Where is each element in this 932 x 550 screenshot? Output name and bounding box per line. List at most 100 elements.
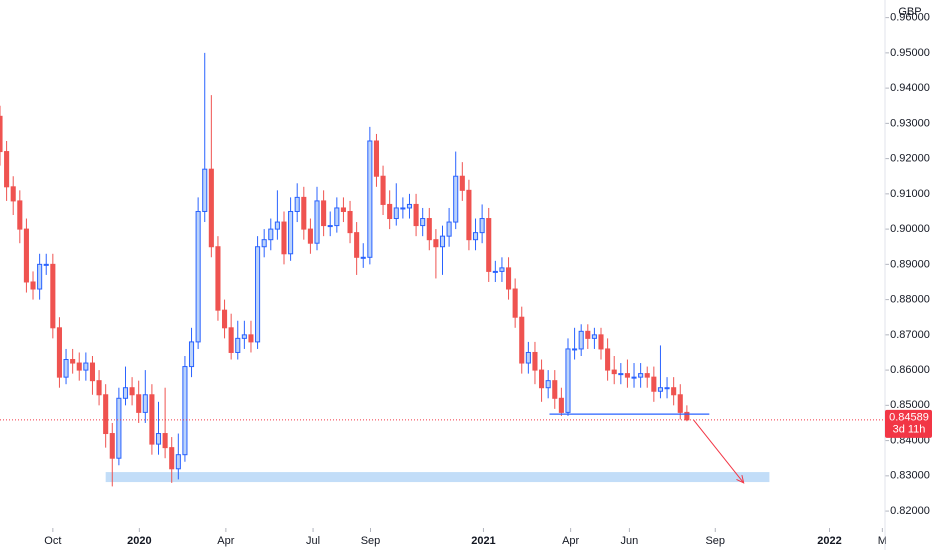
x-tick-label: Jun — [621, 535, 639, 547]
candle-body — [63, 359, 69, 378]
candle-body — [288, 210, 294, 255]
candle-body — [605, 348, 611, 371]
candle-body — [638, 373, 644, 378]
candle-body — [321, 200, 327, 227]
candle-body — [347, 210, 353, 234]
candle-body — [505, 267, 512, 290]
candle-body — [684, 411, 690, 421]
currency-label: GBP — [898, 6, 921, 18]
candle-body — [228, 327, 234, 353]
x-tick-label: Sep — [361, 535, 381, 547]
candle-body — [255, 246, 261, 343]
candle-body — [624, 373, 630, 378]
candle-body — [241, 334, 247, 339]
candle-body — [657, 387, 663, 392]
y-tick-label: 0.88000 — [890, 294, 930, 306]
candle-body — [671, 387, 677, 396]
candle-body — [393, 207, 399, 220]
candle-body — [182, 366, 188, 456]
candle-body — [89, 362, 96, 382]
candle-body — [50, 263, 56, 329]
candle-body — [175, 454, 181, 470]
candle-body — [248, 334, 254, 343]
candle-body — [380, 175, 386, 205]
x-tick-label: M — [878, 535, 887, 547]
candle-body — [103, 394, 109, 435]
plot-area — [0, 52, 885, 487]
candle-body — [314, 200, 320, 244]
candle-body — [486, 218, 492, 272]
candle-body — [208, 168, 214, 248]
candle-body — [406, 203, 413, 209]
candle-body — [4, 151, 10, 188]
candle-body — [307, 228, 313, 244]
candle-body — [334, 207, 340, 227]
candle-body — [202, 168, 208, 212]
target-zone — [105, 472, 770, 483]
candle-body — [525, 351, 531, 364]
candle-body — [17, 200, 23, 230]
candle-body — [552, 380, 558, 399]
candle-body — [373, 140, 380, 177]
candle-body — [585, 330, 591, 339]
candle-body — [472, 232, 479, 241]
y-tick-label: 0.96000 — [890, 12, 930, 24]
y-tick-label: 0.95000 — [890, 47, 930, 59]
candle-body — [122, 387, 129, 399]
last-price-label: 0.84589 — [889, 412, 929, 424]
x-tick-label: Jul — [306, 535, 320, 547]
y-tick-label: 0.83000 — [890, 470, 930, 482]
candle-body — [572, 348, 578, 351]
candle-body — [129, 387, 135, 396]
candle-body — [539, 369, 545, 389]
y-tick-label: 0.93000 — [890, 117, 930, 129]
candle-body — [10, 186, 16, 202]
candle-body — [56, 327, 62, 378]
candle-body — [631, 376, 637, 379]
candle-body — [76, 362, 82, 371]
candle-body — [235, 337, 241, 353]
x-tick-label: Apr — [217, 535, 234, 547]
candle-body — [618, 373, 624, 376]
candle-body — [433, 239, 439, 248]
candle-body — [545, 380, 551, 389]
last-price-box — [885, 409, 932, 438]
candle-body — [565, 348, 571, 413]
candle-body — [578, 330, 584, 350]
candle-body — [327, 225, 333, 228]
candle-body — [591, 334, 597, 339]
arrow-line — [693, 419, 745, 484]
x-tick-label: Sep — [705, 535, 725, 547]
candle-body — [512, 288, 518, 318]
y-tick-label: 0.87000 — [890, 329, 930, 341]
y-tick-label: 0.89000 — [890, 258, 930, 270]
candle-body — [446, 221, 452, 237]
candle-body — [142, 394, 148, 413]
candle-body — [136, 394, 142, 413]
candle-body — [499, 267, 505, 272]
candle-body — [492, 270, 498, 273]
candle-body — [400, 207, 406, 210]
candle-body — [301, 196, 307, 230]
candle-body — [519, 316, 525, 364]
candle-body — [281, 221, 287, 255]
candle-body — [30, 281, 36, 290]
x-tick-label: 2020 — [127, 535, 151, 547]
candle-body — [479, 218, 485, 234]
candle-body — [23, 228, 29, 283]
candle-body — [109, 433, 115, 459]
candle-body — [83, 362, 89, 371]
candle-body — [426, 218, 432, 241]
candle-body — [644, 373, 650, 378]
candle-body — [664, 387, 670, 390]
candle-body — [43, 263, 49, 266]
candle-body — [274, 221, 280, 230]
candle-body — [558, 397, 564, 413]
candle-body — [37, 263, 43, 290]
candle-body — [387, 203, 393, 220]
candle-body — [340, 207, 346, 212]
candle-body — [116, 397, 122, 459]
x-tick-label: 2021 — [471, 535, 495, 547]
candle-body — [268, 228, 274, 241]
